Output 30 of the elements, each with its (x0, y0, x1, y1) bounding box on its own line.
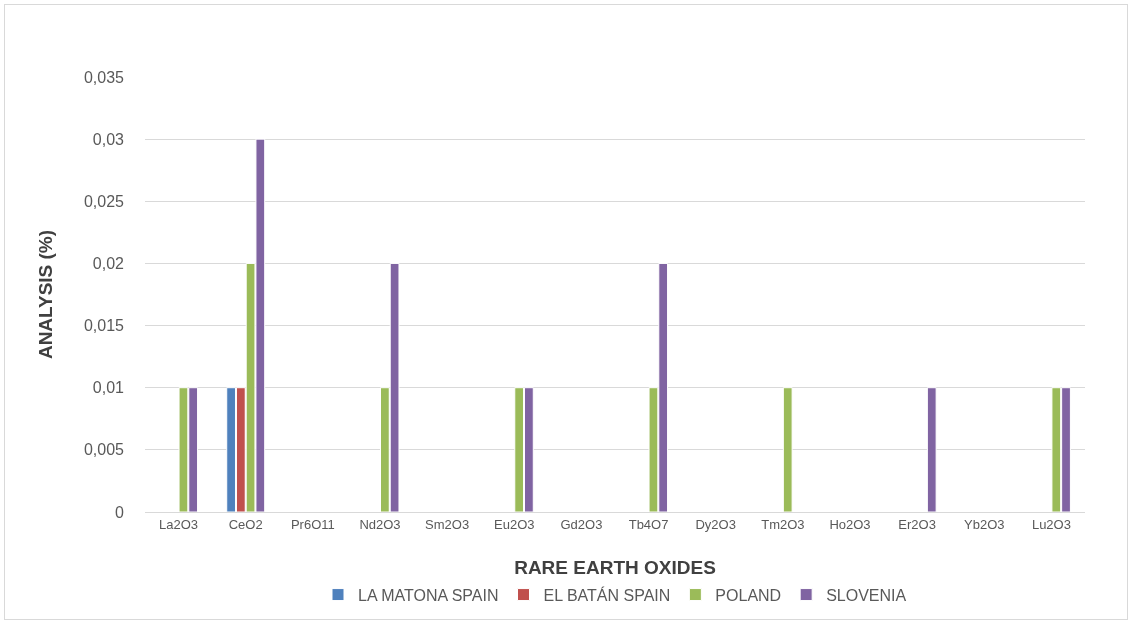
x-tick-label: Tm2O3 (761, 516, 805, 532)
y-tick-label: 0,01 (92, 379, 125, 397)
y-tick-label: 0,015 (83, 317, 125, 335)
x-tick-label: Gd2O3 (560, 516, 603, 532)
x-tick-label: CeO2 (228, 516, 263, 532)
x-tick-label: Tb4O7 (628, 516, 669, 532)
legend-label: POLAND (715, 586, 782, 604)
x-tick-label: Pr6O11 (290, 516, 335, 532)
y-tick-label: 0,005 (83, 441, 125, 459)
y-tick-label: 0 (115, 503, 125, 521)
y-tick-label: 0,035 (83, 68, 125, 86)
y-tick-label: 0,03 (92, 130, 125, 148)
x-tick-label: Ho2O3 (829, 516, 871, 532)
legend-label: LA MATONA SPAIN (358, 586, 499, 604)
bar (782, 387, 793, 512)
x-tick-label: Lu2O3 (1031, 516, 1071, 532)
x-tick-label: Nd2O3 (359, 516, 401, 532)
legend-label: SLOVENIA (826, 586, 907, 604)
y-axis-title: ANALYSIS (%) (34, 229, 56, 360)
legend-label: EL BATÁN SPAIN (543, 585, 671, 604)
bar (926, 387, 937, 512)
x-axis-title: RARE EARTH OXIDES (514, 557, 716, 579)
x-tick-label: Eu2O3 (494, 516, 535, 532)
y-tick-label: 0,02 (92, 255, 125, 273)
y-tick-label: 0,025 (83, 192, 125, 210)
x-tick-label: Er2O3 (898, 516, 936, 532)
x-tick-label: Dy2O3 (695, 516, 736, 532)
x-tick-label: Yb2O3 (964, 516, 1005, 532)
x-tick-label: La2O3 (159, 516, 199, 532)
x-tick-label: Sm2O3 (425, 516, 470, 532)
